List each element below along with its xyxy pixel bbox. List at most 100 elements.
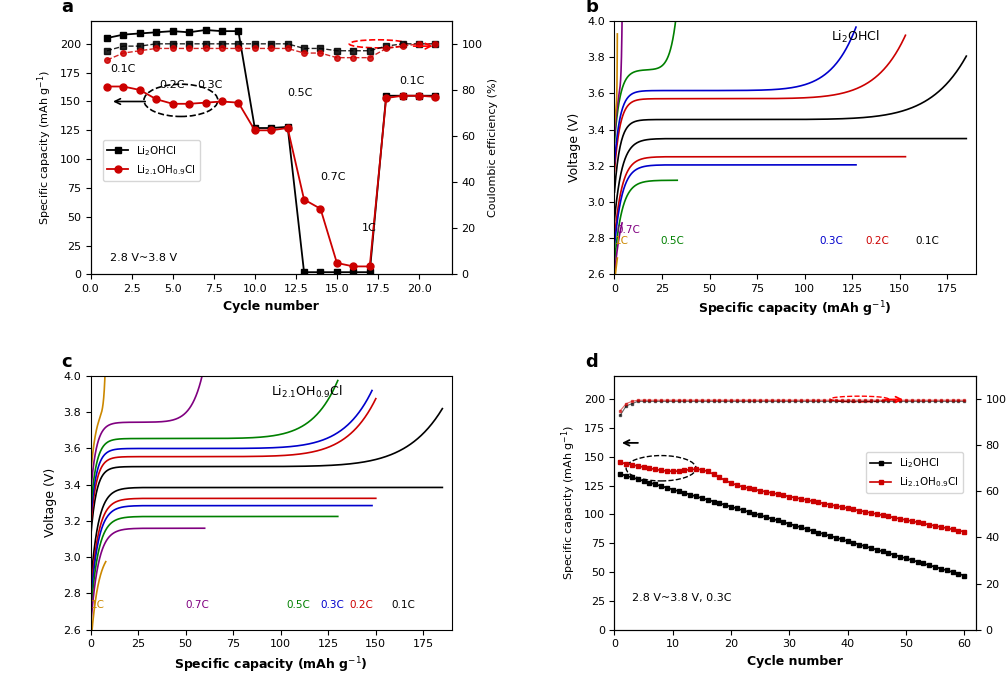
Li$_{2.1}$OH$_{0.9}$Cl bbox=[298, 195, 310, 203]
Li$_{2.1}$OH$_{0.9}$Cl bbox=[216, 98, 228, 106]
Text: 0.7C: 0.7C bbox=[186, 600, 209, 610]
Li$_2$OHCl bbox=[282, 122, 294, 131]
Li$_2$OHCl bbox=[725, 502, 737, 511]
Li$_2$OHCl bbox=[380, 91, 392, 100]
Text: 0.3C: 0.3C bbox=[820, 236, 844, 246]
Text: 0.2C: 0.2C bbox=[865, 236, 889, 246]
Text: a: a bbox=[61, 0, 73, 16]
Li$_{2.1}$OH$_{0.9}$Cl bbox=[364, 262, 376, 271]
X-axis label: Specific capacity (mAh g$^{-1}$): Specific capacity (mAh g$^{-1}$) bbox=[174, 655, 368, 675]
Li$_2$OHCl bbox=[673, 487, 685, 495]
Text: 0.7C: 0.7C bbox=[617, 225, 640, 235]
Li$_{2.1}$OH$_{0.9}$Cl bbox=[347, 262, 359, 271]
Li$_2$OHCl bbox=[199, 26, 211, 34]
Li$_2$OHCl bbox=[248, 124, 261, 132]
Li$_{2.1}$OH$_{0.9}$Cl bbox=[730, 481, 742, 489]
Text: c: c bbox=[61, 353, 72, 371]
Li$_2$OHCl bbox=[298, 268, 310, 276]
X-axis label: Cycle number: Cycle number bbox=[223, 300, 319, 313]
Li$_2$OHCl bbox=[232, 27, 244, 35]
X-axis label: Specific capacity (mAh g$^{-1}$): Specific capacity (mAh g$^{-1}$) bbox=[698, 300, 892, 320]
Li$_2$OHCl bbox=[118, 30, 130, 39]
Y-axis label: Specific capacity (mAh g$^{-1}$): Specific capacity (mAh g$^{-1}$) bbox=[35, 70, 54, 225]
Text: 0.7C: 0.7C bbox=[321, 172, 346, 182]
Text: 2.8 V~3.8 V, 0.3C: 2.8 V~3.8 V, 0.3C bbox=[632, 593, 731, 603]
Text: 0.5C: 0.5C bbox=[287, 600, 310, 610]
Li$_2$OHCl bbox=[101, 34, 113, 42]
Text: 0.1C: 0.1C bbox=[915, 236, 939, 246]
Li$_{2.1}$OH$_{0.9}$Cl bbox=[430, 93, 442, 101]
Y-axis label: Voltage (V): Voltage (V) bbox=[568, 113, 581, 182]
Text: d: d bbox=[585, 353, 599, 371]
Text: 0.2C: 0.2C bbox=[349, 600, 373, 610]
Li$_{2.1}$OH$_{0.9}$Cl bbox=[167, 100, 179, 108]
Line: Li$_2$OHCl: Li$_2$OHCl bbox=[619, 472, 966, 578]
Li$_2$OHCl bbox=[134, 29, 146, 37]
Li$_2$OHCl bbox=[331, 268, 343, 276]
Li$_{2.1}$OH$_{0.9}$Cl bbox=[134, 86, 146, 94]
Li$_2$OHCl bbox=[730, 504, 742, 513]
Y-axis label: Specific capacity (mAh g$^{-1}$): Specific capacity (mAh g$^{-1}$) bbox=[559, 426, 578, 581]
Li$_2$OHCl bbox=[615, 470, 627, 478]
Text: 0.3C: 0.3C bbox=[321, 600, 344, 610]
Li$_{2.1}$OH$_{0.9}$Cl bbox=[725, 479, 737, 487]
Li$_2$OHCl bbox=[266, 124, 278, 132]
Text: 0.1C: 0.1C bbox=[399, 76, 425, 86]
Li$_{2.1}$OH$_{0.9}$Cl bbox=[232, 98, 244, 107]
Line: Li$_2$OHCl: Li$_2$OHCl bbox=[104, 26, 439, 275]
Li$_{2.1}$OH$_{0.9}$Cl bbox=[266, 126, 278, 134]
Li$_{2.1}$OH$_{0.9}$Cl bbox=[380, 94, 392, 102]
Li$_2$OHCl bbox=[183, 28, 195, 37]
Li$_2$OHCl bbox=[413, 91, 426, 100]
Li$_2$OHCl bbox=[702, 495, 714, 504]
Text: 0.1C: 0.1C bbox=[391, 600, 414, 610]
Li$_{2.1}$OH$_{0.9}$Cl bbox=[713, 473, 725, 482]
Li$_2$OHCl bbox=[150, 28, 162, 37]
Li$_{2.1}$OH$_{0.9}$Cl bbox=[315, 205, 327, 213]
Li$_2$OHCl bbox=[347, 268, 359, 276]
Li$_2$OHCl bbox=[216, 27, 228, 35]
Y-axis label: Coulombic efficiency (%): Coulombic efficiency (%) bbox=[488, 78, 498, 217]
Y-axis label: Voltage (V): Voltage (V) bbox=[44, 468, 57, 538]
Text: Li$_2$OHCl: Li$_2$OHCl bbox=[831, 29, 880, 45]
Line: Li$_{2.1}$OH$_{0.9}$Cl: Li$_{2.1}$OH$_{0.9}$Cl bbox=[104, 83, 439, 270]
Li$_{2.1}$OH$_{0.9}$Cl bbox=[101, 82, 113, 91]
Li$_2$OHCl bbox=[364, 268, 376, 276]
Li$_{2.1}$OH$_{0.9}$Cl bbox=[958, 527, 970, 536]
Li$_{2.1}$OH$_{0.9}$Cl bbox=[199, 98, 211, 107]
Li$_2$OHCl bbox=[713, 499, 725, 507]
X-axis label: Cycle number: Cycle number bbox=[747, 655, 843, 668]
Text: 2.8 V~3.8 V: 2.8 V~3.8 V bbox=[111, 253, 177, 263]
Li$_2$OHCl bbox=[830, 534, 842, 542]
Li$_{2.1}$OH$_{0.9}$Cl bbox=[248, 126, 261, 134]
Text: 0.1C: 0.1C bbox=[111, 64, 136, 73]
Legend: Li$_2$OHCl, Li$_{2.1}$OH$_{0.9}$Cl: Li$_2$OHCl, Li$_{2.1}$OH$_{0.9}$Cl bbox=[866, 453, 964, 493]
Li$_{2.1}$OH$_{0.9}$Cl bbox=[396, 91, 408, 100]
Text: 0.5C: 0.5C bbox=[660, 236, 684, 246]
Line: Li$_{2.1}$OH$_{0.9}$Cl: Li$_{2.1}$OH$_{0.9}$Cl bbox=[619, 460, 966, 534]
Li$_2$OHCl bbox=[167, 27, 179, 35]
Li$_{2.1}$OH$_{0.9}$Cl bbox=[282, 124, 294, 132]
Li$_2$OHCl bbox=[430, 91, 442, 100]
Li$_2$OHCl bbox=[315, 268, 327, 276]
Li$_{2.1}$OH$_{0.9}$Cl bbox=[183, 100, 195, 108]
Li$_{2.1}$OH$_{0.9}$Cl bbox=[702, 467, 714, 475]
Li$_{2.1}$OH$_{0.9}$Cl bbox=[331, 259, 343, 267]
Legend: Li$_2$OHCl, Li$_{2.1}$OH$_{0.9}$Cl: Li$_2$OHCl, Li$_{2.1}$OH$_{0.9}$Cl bbox=[103, 140, 200, 181]
Li$_2$OHCl bbox=[396, 91, 408, 100]
Text: 1C: 1C bbox=[92, 600, 105, 610]
Text: 1C: 1C bbox=[615, 236, 629, 246]
Li$_{2.1}$OH$_{0.9}$Cl bbox=[413, 91, 426, 100]
Text: Li$_{2.1}$OH$_{0.9}$Cl: Li$_{2.1}$OH$_{0.9}$Cl bbox=[272, 384, 343, 401]
Li$_{2.1}$OH$_{0.9}$Cl bbox=[150, 95, 162, 103]
Li$_{2.1}$OH$_{0.9}$Cl bbox=[118, 82, 130, 91]
Li$_{2.1}$OH$_{0.9}$Cl bbox=[830, 502, 842, 510]
Text: 0.3C: 0.3C bbox=[197, 80, 222, 90]
Text: b: b bbox=[585, 0, 599, 16]
Li$_2$OHCl bbox=[958, 572, 970, 580]
Text: 1C: 1C bbox=[361, 223, 376, 233]
Li$_{2.1}$OH$_{0.9}$Cl bbox=[673, 467, 685, 475]
Li$_{2.1}$OH$_{0.9}$Cl bbox=[615, 458, 627, 466]
Text: 0.2C: 0.2C bbox=[160, 80, 185, 90]
Text: 0.5C: 0.5C bbox=[288, 88, 313, 98]
